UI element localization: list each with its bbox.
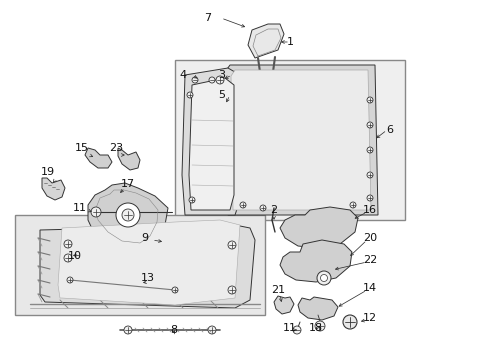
Text: 15: 15	[75, 143, 89, 153]
Text: 23: 23	[109, 143, 123, 153]
Circle shape	[64, 254, 72, 262]
Text: 18: 18	[308, 323, 323, 333]
Text: 10: 10	[68, 251, 82, 261]
Circle shape	[366, 172, 372, 178]
Circle shape	[349, 202, 355, 208]
Circle shape	[67, 277, 73, 283]
Polygon shape	[85, 148, 112, 168]
Circle shape	[366, 97, 372, 103]
Circle shape	[207, 326, 216, 334]
Circle shape	[292, 326, 301, 334]
Text: 2: 2	[270, 205, 277, 215]
Circle shape	[208, 77, 215, 83]
Circle shape	[189, 197, 195, 203]
Text: 19: 19	[41, 167, 55, 177]
Polygon shape	[182, 68, 240, 215]
Text: 16: 16	[362, 205, 376, 215]
Text: 6: 6	[386, 125, 393, 135]
Circle shape	[216, 76, 224, 84]
Polygon shape	[273, 296, 293, 314]
Polygon shape	[247, 24, 284, 58]
Circle shape	[124, 326, 132, 334]
Circle shape	[122, 209, 134, 221]
Circle shape	[366, 147, 372, 153]
Polygon shape	[224, 65, 377, 215]
Polygon shape	[42, 178, 65, 200]
Circle shape	[227, 286, 236, 294]
Polygon shape	[58, 220, 240, 305]
Circle shape	[172, 287, 178, 293]
Text: 20: 20	[362, 233, 376, 243]
Circle shape	[227, 241, 236, 249]
Circle shape	[64, 240, 72, 248]
Text: 12: 12	[362, 313, 376, 323]
Text: 4: 4	[179, 70, 186, 80]
Circle shape	[116, 203, 140, 227]
Text: 11: 11	[283, 323, 296, 333]
Circle shape	[186, 92, 193, 98]
Bar	[175, 60, 404, 220]
Text: 3: 3	[218, 70, 225, 80]
Polygon shape	[189, 78, 234, 210]
Polygon shape	[297, 297, 337, 320]
Circle shape	[260, 205, 265, 211]
Text: 9: 9	[141, 233, 148, 243]
Circle shape	[342, 315, 356, 329]
Circle shape	[91, 207, 101, 217]
Circle shape	[366, 122, 372, 128]
Polygon shape	[280, 207, 357, 248]
Bar	[15, 215, 264, 315]
Text: 8: 8	[170, 325, 177, 335]
Circle shape	[366, 195, 372, 201]
Circle shape	[316, 271, 330, 285]
Circle shape	[192, 77, 198, 83]
Circle shape	[320, 274, 327, 282]
Text: 14: 14	[362, 283, 376, 293]
Circle shape	[314, 321, 325, 331]
Polygon shape	[280, 240, 351, 282]
Text: 13: 13	[141, 273, 155, 283]
Polygon shape	[40, 225, 254, 308]
Polygon shape	[88, 183, 168, 248]
Polygon shape	[118, 148, 140, 170]
Text: 21: 21	[270, 285, 285, 295]
Text: 5: 5	[218, 90, 225, 100]
Circle shape	[240, 202, 245, 208]
Text: 7: 7	[204, 13, 211, 23]
Text: 1: 1	[286, 37, 293, 47]
Text: 11: 11	[73, 203, 87, 213]
Polygon shape	[230, 70, 370, 210]
Text: 22: 22	[362, 255, 376, 265]
Text: 17: 17	[121, 179, 135, 189]
